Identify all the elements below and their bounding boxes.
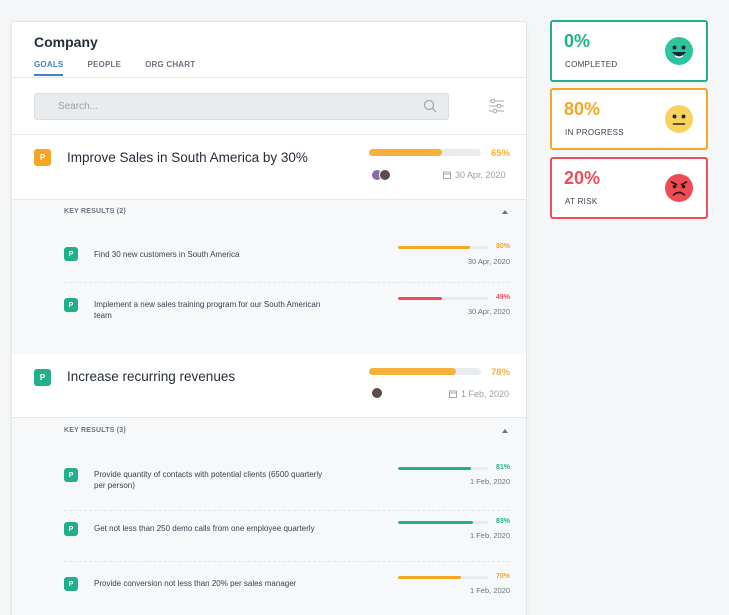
stat-value: 80% [564, 99, 601, 119]
key-results-section: KEY RESULTS (2) P Find 30 new customers … [12, 199, 526, 354]
divider [64, 510, 510, 511]
angry-face-icon [664, 173, 694, 208]
stat-card-in-progress[interactable]: 80% IN PROGRESS [550, 88, 708, 150]
kr-progress-fill [398, 297, 443, 300]
divider [64, 282, 510, 283]
key-results-section: KEY RESULTS (3) P Provide quantity of co… [12, 417, 526, 615]
divider [64, 561, 510, 562]
kr-progress-bar [398, 521, 488, 524]
stat-label: IN PROGRESS [565, 128, 624, 137]
key-result-item[interactable]: P Provide conversion not less than 20% p… [64, 573, 510, 606]
goal-progress-bar [369, 368, 481, 375]
kr-text: Provide quantity of contacts with potent… [94, 470, 323, 490]
goal-progress-fill [369, 149, 442, 156]
search-row [12, 79, 526, 135]
stat-label: COMPLETED [565, 60, 618, 69]
stat-value: 0% [564, 31, 591, 51]
kr-due-date: 30 Apr, 2020 [467, 307, 510, 316]
kr-text: Find 30 new customers in South America [94, 250, 240, 259]
kr-due-date: 30 Apr, 2020 [467, 257, 510, 266]
panel-title: Company [34, 34, 98, 50]
tab-goals[interactable]: GOALS [34, 60, 64, 76]
kr-due-date: 1 Feb, 2020 [469, 531, 510, 540]
kr-progress-bar [398, 297, 488, 300]
stat-card-at-risk[interactable]: 20% AT RISK [550, 157, 708, 219]
tab-bar: GOALS PEOPLE ORG CHART [34, 60, 219, 76]
goal-priority-badge: P [34, 369, 51, 386]
search-box [34, 93, 449, 120]
goal-due-date: 30 Apr, 2020 [443, 170, 506, 180]
key-result-item[interactable]: P Implement a new sales training program… [64, 294, 510, 327]
happy-face-icon [664, 36, 694, 71]
goal-title[interactable]: Increase recurring revenues [67, 369, 236, 384]
kr-progress-percent: 80% [495, 243, 510, 250]
kr-progress-fill [398, 246, 470, 249]
collapse-caret-icon[interactable] [502, 210, 508, 214]
goal-title[interactable]: Improve Sales in South America by 30% [67, 150, 308, 165]
kr-progress-bar [398, 467, 488, 470]
goal-progress-bar [369, 149, 481, 156]
kr-progress-bar [398, 246, 488, 249]
key-result-item[interactable]: P Find 30 new customers in South America… [64, 243, 510, 267]
kr-progress-percent: 49% [495, 294, 510, 301]
kr-progress-fill [398, 467, 471, 470]
goal-progress-percent: 65% [491, 148, 511, 159]
key-results-header[interactable]: KEY RESULTS (3) [64, 427, 126, 434]
calendar-icon [449, 390, 457, 398]
filter-sliders-icon[interactable] [488, 98, 505, 119]
owner-avatar[interactable] [379, 169, 391, 181]
kr-due-date: 1 Feb, 2020 [469, 586, 510, 595]
company-goals-panel: Company GOALS PEOPLE ORG CHART P Improve… [11, 21, 527, 615]
kr-progress-fill [398, 521, 473, 524]
search-icon[interactable] [423, 99, 437, 118]
tab-people[interactable]: PEOPLE [87, 60, 122, 69]
kr-progress-fill [398, 576, 461, 579]
stat-card-completed[interactable]: 0% COMPLETED [550, 20, 708, 82]
key-results-header[interactable]: KEY RESULTS (2) [64, 208, 126, 215]
key-result-item[interactable]: P Provide quantity of contacts with pote… [64, 464, 510, 497]
goal-due-date-text: 1 Feb, 2020 [461, 389, 510, 399]
kr-progress-percent: 81% [495, 464, 510, 471]
calendar-icon [443, 171, 451, 179]
goal-row[interactable]: P Improve Sales in South America by 30% … [12, 136, 526, 199]
goal-progress-percent: 78% [491, 367, 511, 378]
stat-label: AT RISK [565, 197, 598, 206]
goal-due-date: 1 Feb, 2020 [449, 389, 509, 399]
neutral-face-icon [664, 104, 694, 139]
goal-priority-badge: P [34, 149, 51, 166]
goal-due-date-text: 30 Apr, 2020 [455, 170, 506, 180]
kr-priority-badge: P [64, 468, 78, 482]
kr-text: Provide conversion not less than 20% per… [94, 579, 297, 588]
kr-due-date: 1 Feb, 2020 [469, 477, 510, 486]
kr-text: Get not less than 250 demo calls from on… [94, 524, 315, 533]
stat-value: 20% [564, 168, 601, 188]
kr-priority-badge: P [64, 247, 78, 261]
kr-text: Implement a new sales training program f… [94, 300, 321, 320]
search-input[interactable] [35, 94, 415, 119]
collapse-caret-icon[interactable] [502, 429, 508, 433]
owner-avatar[interactable] [371, 387, 383, 399]
goal-row[interactable]: P Increase recurring revenues 78% 1 Feb,… [12, 354, 526, 417]
panel-header: Company GOALS PEOPLE ORG CHART [12, 22, 526, 78]
kr-priority-badge: P [64, 522, 78, 536]
kr-progress-percent: 83% [495, 518, 510, 525]
goal-progress-fill [369, 368, 457, 375]
tab-org-chart[interactable]: ORG CHART [145, 60, 196, 69]
kr-priority-badge: P [64, 577, 78, 591]
key-result-item[interactable]: P Get not less than 250 demo calls from … [64, 518, 510, 551]
kr-priority-badge: P [64, 298, 78, 312]
kr-progress-percent: 70% [495, 573, 510, 580]
kr-progress-bar [398, 576, 488, 579]
